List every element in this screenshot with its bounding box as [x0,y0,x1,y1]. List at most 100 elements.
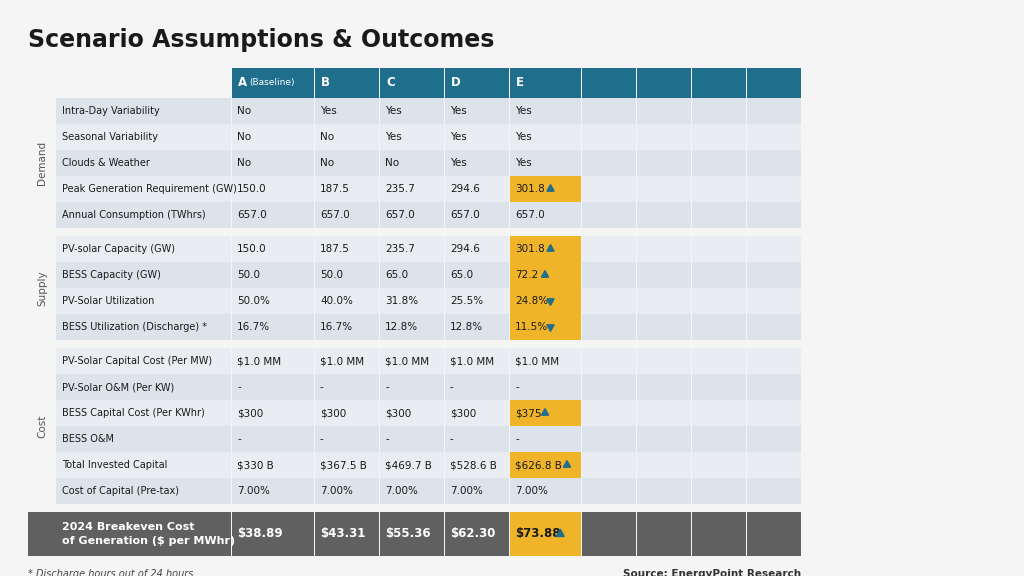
Text: 150.0: 150.0 [237,244,266,254]
Bar [582,426,636,452]
Bar [315,150,379,176]
Text: Intra-Day Variability: Intra-Day Variability [62,106,160,116]
Text: 25.5%: 25.5% [450,296,483,306]
Text: $73.88: $73.88 [515,528,560,540]
Bar [56,124,231,150]
Bar [510,176,581,202]
Bar [56,176,231,202]
Text: 40.0%: 40.0% [319,296,353,306]
Bar [380,150,444,176]
Bar [315,348,379,374]
Bar [637,236,691,262]
Bar [56,374,231,400]
Bar [56,426,231,452]
Bar [582,202,636,228]
Bar [315,262,379,288]
Text: 235.7: 235.7 [385,184,415,194]
Text: BESS Capital Cost (Per KWhr): BESS Capital Cost (Per KWhr) [62,408,205,418]
Polygon shape [547,299,554,305]
Text: -: - [237,434,241,444]
Text: 7.00%: 7.00% [450,486,483,496]
Text: $367.5 B: $367.5 B [319,460,367,470]
Text: BESS O&M: BESS O&M [62,434,114,444]
Text: -: - [237,382,241,392]
Text: 657.0: 657.0 [450,210,480,220]
Bar [637,176,691,202]
Text: BESS Utilization (Discharge) *: BESS Utilization (Discharge) * [62,322,207,332]
Text: 150.0: 150.0 [237,184,266,194]
Bar [510,150,581,176]
Bar [746,124,801,150]
Bar [445,262,509,288]
Bar [582,124,636,150]
Bar [232,98,314,124]
Text: $1.0 MM: $1.0 MM [385,356,429,366]
Bar [582,262,636,288]
Text: 7.00%: 7.00% [385,486,418,496]
Bar [56,452,231,478]
Bar [692,426,746,452]
Bar [380,314,444,340]
Bar [746,314,801,340]
Bar [510,512,581,556]
Bar [232,202,314,228]
Bar [510,262,581,288]
Bar [380,348,444,374]
Bar [445,68,509,98]
Bar [582,150,636,176]
Bar [637,426,691,452]
Bar [582,452,636,478]
Bar [582,176,636,202]
Bar [232,124,314,150]
Bar [582,288,636,314]
Bar [746,202,801,228]
Text: 31.8%: 31.8% [385,296,418,306]
Text: PV-solar Capacity (GW): PV-solar Capacity (GW) [62,244,175,254]
Text: $1.0 MM: $1.0 MM [237,356,282,366]
Bar [582,68,636,98]
Bar [582,374,636,400]
Text: 50.0: 50.0 [319,270,343,280]
Bar [232,426,314,452]
Text: -: - [385,434,389,444]
Bar [445,236,509,262]
Text: $528.6 B: $528.6 B [450,460,497,470]
Bar [637,400,691,426]
Text: 16.7%: 16.7% [319,322,353,332]
Text: Yes: Yes [515,158,531,168]
Bar [637,348,691,374]
Bar [746,426,801,452]
Text: 24.8%: 24.8% [515,296,548,306]
Polygon shape [542,408,549,415]
Bar [56,98,231,124]
Bar [56,478,231,504]
Bar [232,150,314,176]
Bar [510,374,581,400]
Bar [380,288,444,314]
Bar [56,314,231,340]
Bar [582,236,636,262]
Text: 12.8%: 12.8% [450,322,483,332]
Polygon shape [547,325,554,331]
Bar [582,478,636,504]
Bar [315,512,379,556]
Bar [232,452,314,478]
Bar [637,512,691,556]
Text: $330 B: $330 B [237,460,273,470]
Bar [445,512,509,556]
Text: 50.0: 50.0 [237,270,260,280]
Text: Clouds & Weather: Clouds & Weather [62,158,150,168]
Bar [380,512,444,556]
Bar [510,98,581,124]
Bar [445,202,509,228]
Bar [56,288,231,314]
Text: $1.0 MM: $1.0 MM [450,356,495,366]
Bar [28,68,231,98]
Bar [232,262,314,288]
Bar [315,176,379,202]
Bar [637,202,691,228]
Text: -: - [515,434,519,444]
Bar [692,288,746,314]
Bar [232,68,314,98]
Text: 65.0: 65.0 [450,270,473,280]
